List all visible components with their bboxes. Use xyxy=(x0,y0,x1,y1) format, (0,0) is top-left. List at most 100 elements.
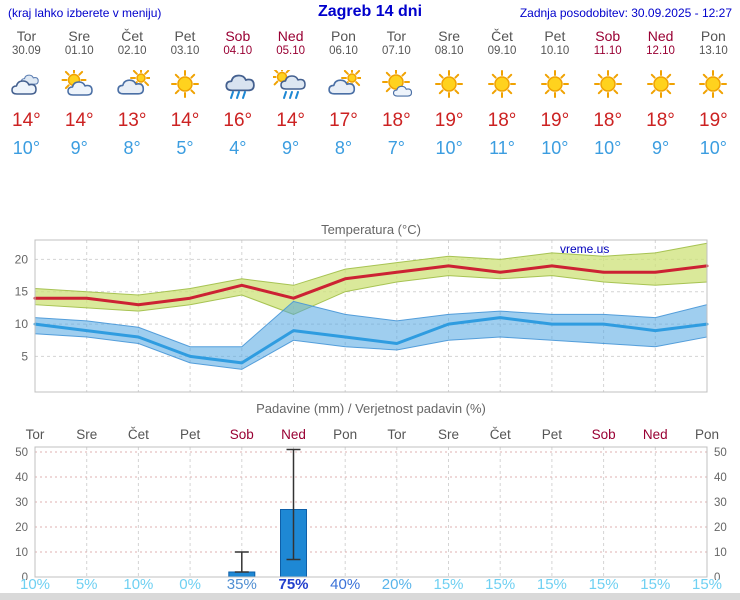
max-temperature: 14° xyxy=(12,110,41,131)
min-temperature: 8° xyxy=(123,138,141,158)
day-column: Sob 04.10 16° 4° xyxy=(211,28,264,158)
day-date: 09.10 xyxy=(487,45,517,57)
weather-icon-sunny xyxy=(488,70,517,98)
weather-icon-rain-sun xyxy=(270,65,306,99)
min-temperature: 11° xyxy=(489,138,515,158)
day-column: Pon 13.10 19° 10° xyxy=(687,28,740,158)
weather-icon-sunny xyxy=(435,70,464,98)
y-axis-label-right: 20 xyxy=(714,522,727,534)
watermark-link[interactable]: vreme.us xyxy=(560,242,609,256)
precip-probability: 35% xyxy=(226,576,257,593)
y-axis-label-left: 0 xyxy=(22,572,28,580)
forecast-days: Tor 30.09 14° 10° Sre 01.10 14° 9° Čet 02.10 13… xyxy=(0,28,740,158)
y-axis-label-left: 10 xyxy=(15,547,28,559)
chart-title: Temperatura (°C) xyxy=(321,222,421,237)
max-temperature: 14° xyxy=(170,110,200,131)
day-date: 02.10 xyxy=(117,45,147,57)
precip-probability-row: 10% 5% 10% 0% 35% 75% 40% 20% 15% 15% 15% 15% 15% 15% xyxy=(0,577,740,593)
day-name: Sre xyxy=(68,28,91,44)
min-temperature-line xyxy=(33,316,709,365)
day-date: 05.10 xyxy=(276,45,306,57)
precip-probability: 0% xyxy=(179,576,201,593)
precip-probability: 15% xyxy=(691,576,723,593)
day-name: Pet xyxy=(174,28,196,44)
last-updated: Zadnja posodobitev: 30.09.2025 - 12:27 xyxy=(519,6,732,20)
day-date: 06.10 xyxy=(329,45,358,57)
day-date: 03.10 xyxy=(170,45,200,57)
y-axis-label-left: 40 xyxy=(15,472,28,484)
precip-probability: 15% xyxy=(485,576,516,593)
day-date: 07.10 xyxy=(381,45,411,57)
day-label: Sob xyxy=(592,427,616,442)
day-name: Tor xyxy=(16,28,37,44)
day-label: Pon xyxy=(333,427,357,442)
day-label: Čet xyxy=(128,427,149,442)
day-label: Ned xyxy=(643,427,668,442)
day-column: Pet 03.10 14° 5° xyxy=(159,28,212,158)
precip-probability: 10% xyxy=(19,576,51,593)
weather-icon-sunny xyxy=(540,70,569,98)
day-column: Čet 09.10 18° 11° xyxy=(476,28,529,158)
max-temperature: 18° xyxy=(593,110,623,131)
weather-icon-sunny xyxy=(699,70,728,98)
precip-probability: 15% xyxy=(536,576,567,593)
weather-icon-cloudy xyxy=(11,74,40,95)
day-label: Sob xyxy=(230,427,254,442)
day-column: Sre 08.10 19° 10° xyxy=(423,28,476,158)
day-name: Čet xyxy=(491,28,513,44)
page-title: Zagreb 14 dni xyxy=(317,3,423,20)
menu-hint-note: (kraj lahko izberete v meniju) xyxy=(8,6,162,20)
max-temperature: 19° xyxy=(540,110,570,131)
min-temperature: 10° xyxy=(699,138,727,158)
min-temperature: 10° xyxy=(594,138,622,158)
day-name: Čet xyxy=(121,28,143,44)
min-temperature: 10° xyxy=(12,138,41,158)
day-date: 04.10 xyxy=(223,45,253,57)
max-temperature: 18° xyxy=(646,110,675,131)
y-axis-label-right: 40 xyxy=(714,472,727,484)
footer-strip xyxy=(0,593,740,600)
day-name: Sob xyxy=(225,28,251,44)
precip-probability: 15% xyxy=(433,576,464,593)
day-column: Pon 06.10 17° 8° xyxy=(317,28,370,158)
day-name: Pon xyxy=(700,28,726,44)
min-temperature: 9° xyxy=(70,138,88,158)
max-temperature: 13° xyxy=(117,110,147,131)
max-temperature: 14° xyxy=(276,110,305,131)
y-axis-label-left: 50 xyxy=(15,447,28,459)
max-temperature: 16° xyxy=(223,110,253,131)
weather-icon-mostly-cloudy xyxy=(117,67,153,95)
day-date: 12.10 xyxy=(646,45,675,57)
day-name: Ned xyxy=(647,28,674,44)
day-label: Tor xyxy=(387,427,406,442)
day-label: Sre xyxy=(76,427,97,442)
max-temperature-line xyxy=(33,264,709,307)
day-label: Pet xyxy=(542,427,563,442)
precip-probability: 5% xyxy=(75,576,98,593)
day-name: Pon xyxy=(331,28,356,44)
min-temperature: 9° xyxy=(282,138,300,158)
y-axis-label-right: 30 xyxy=(714,497,727,509)
max-temperature: 18° xyxy=(381,110,411,131)
weather-icon-partly-cloudy xyxy=(61,67,94,96)
min-temperature: 10° xyxy=(541,138,569,158)
day-label: Ned xyxy=(281,427,306,442)
day-column: Ned 05.10 14° 9° xyxy=(264,28,317,158)
precip-probability: 75% xyxy=(278,576,309,593)
weather-icon-mostly-sunny xyxy=(382,68,413,97)
min-temperature: 8° xyxy=(334,138,353,158)
y-axis-label: 10 xyxy=(15,317,29,331)
day-name: Sob xyxy=(595,28,621,44)
day-date: 13.10 xyxy=(699,45,728,57)
day-date: 10.10 xyxy=(540,45,570,57)
day-name: Tor xyxy=(386,28,407,44)
day-date: 30.09 xyxy=(12,45,41,57)
day-column: Ned 12.10 18° 9° xyxy=(634,28,687,158)
y-axis-label-right: 50 xyxy=(714,447,727,459)
weather-icon-sunny xyxy=(646,70,675,98)
day-name: Sre xyxy=(438,28,461,44)
max-temperature: 18° xyxy=(487,110,517,131)
max-temperature: 17° xyxy=(329,110,358,131)
day-date: 11.10 xyxy=(593,45,622,57)
